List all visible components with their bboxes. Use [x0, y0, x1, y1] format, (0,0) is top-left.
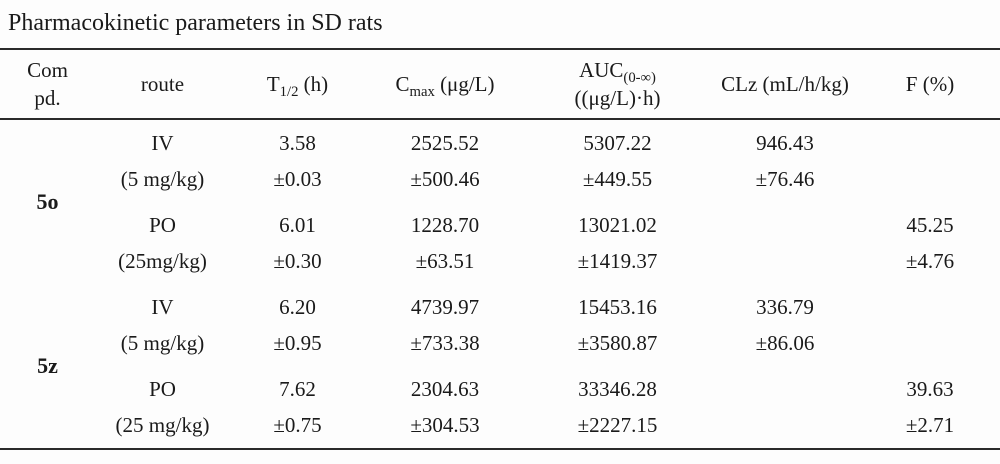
auc-sd: ±1419.37 — [577, 249, 658, 273]
table-row: PO (25mg/kg) 6.01 ±0.30 1228.70 ±63.51 1… — [0, 202, 1000, 284]
cmax-sd: ±733.38 — [410, 331, 480, 355]
header-t-half: T1/2 (h) — [230, 48, 365, 120]
clz-value: 336.79 — [756, 295, 814, 319]
route-dose: (25mg/kg) — [118, 249, 207, 273]
cell-route: IV (5 mg/kg) — [95, 119, 230, 202]
table-row: 5z IV (5 mg/kg) 6.20 ±0.95 4739.97 ±733.… — [0, 284, 1000, 378]
t-half-value: 7.62 — [279, 377, 316, 401]
cell-cmax: 2525.52 ±500.46 — [365, 119, 525, 202]
cell-cmax: 1228.70 ±63.51 — [365, 202, 525, 284]
header-auc-line1: AUC(0-∞) — [579, 58, 656, 87]
f-sd: ±4.76 — [905, 249, 955, 273]
f-value: 45.25 — [906, 213, 954, 237]
clz-value: 946.43 — [756, 131, 814, 155]
cell-clz: 946.43 ±76.46 — [710, 119, 860, 202]
auc-value: 5307.22 — [583, 131, 652, 155]
cell-auc: 13021.02 ±1419.37 — [525, 202, 710, 284]
cmax-sd: ±63.51 — [415, 249, 475, 273]
pharmacokinetics-table: Com pd. route T1/2 (h) Cmax (μg/L) AUC(0… — [0, 48, 1000, 450]
header-auc: AUC(0-∞) ((μg/L)·h) — [525, 48, 710, 120]
f-sd: ±2.71 — [905, 413, 955, 437]
route-value: IV — [151, 295, 174, 319]
auc-value: 13021.02 — [578, 213, 657, 237]
t-half-sd: ±0.75 — [273, 413, 322, 437]
table-row: 5o IV (5 mg/kg) 3.58 ±0.03 2525.52 ±500.… — [0, 119, 1000, 214]
t-half-value: 6.01 — [279, 213, 316, 237]
cell-t-half: 6.20 ±0.95 — [230, 284, 365, 366]
table-body: 5o IV (5 mg/kg) 3.58 ±0.03 2525.52 ±500.… — [0, 119, 1000, 449]
auc-value: 33346.28 — [578, 377, 657, 401]
f-value — [860, 289, 1000, 325]
cell-route: PO (25mg/kg) — [95, 202, 230, 284]
cmax-value: 4739.97 — [410, 295, 480, 319]
f-sd — [860, 161, 1000, 197]
cell-f — [860, 284, 1000, 366]
table-row: PO (25 mg/kg) 7.62 ±0.75 2304.63 ±304.53… — [0, 366, 1000, 449]
route-value: IV — [151, 131, 174, 155]
cmax-sd: ±304.53 — [410, 413, 480, 437]
cell-f: 45.25 ±4.76 — [860, 202, 1000, 284]
header-auc-line2: ((μg/L)·h) — [574, 86, 661, 110]
cell-t-half: 7.62 ±0.75 — [230, 366, 365, 449]
clz-sd — [710, 243, 860, 279]
auc-sd: ±2227.15 — [577, 413, 658, 437]
t-half-value: 3.58 — [279, 131, 316, 155]
cell-cmax: 4739.97 ±733.38 — [365, 284, 525, 366]
t-half-value: 6.20 — [279, 295, 316, 319]
cell-cmax: 2304.63 ±304.53 — [365, 366, 525, 449]
f-value: 39.63 — [906, 377, 954, 401]
header-compound-line2: pd. — [34, 86, 61, 110]
header-cmax: Cmax (μg/L) — [365, 48, 525, 120]
cmax-value: 2525.52 — [410, 131, 480, 155]
t-half-sd: ±0.03 — [273, 167, 322, 191]
header-route: route — [95, 48, 230, 120]
t-half-sd: ±0.95 — [273, 331, 322, 355]
cell-route: IV (5 mg/kg) — [95, 284, 230, 366]
cell-route: PO (25 mg/kg) — [95, 366, 230, 449]
t-half-subscript: 1/2 — [279, 83, 299, 100]
cell-auc: 33346.28 ±2227.15 — [525, 366, 710, 449]
route-dose: (5 mg/kg) — [120, 331, 205, 355]
f-sd — [860, 325, 1000, 361]
cmax-sd: ±500.46 — [410, 167, 480, 191]
clz-value — [710, 371, 860, 407]
f-value — [860, 125, 1000, 161]
cell-auc: 15453.16 ±3580.87 — [525, 284, 710, 366]
cell-auc: 5307.22 ±449.55 — [525, 119, 710, 202]
clz-sd — [710, 407, 860, 443]
cell-t-half: 3.58 ±0.03 — [230, 119, 365, 202]
cell-clz — [710, 366, 860, 449]
clz-sd: ±86.06 — [755, 331, 815, 355]
header-f: F (%) — [860, 48, 1000, 120]
auc-sd: ±449.55 — [582, 167, 653, 191]
header-compound: Com pd. — [0, 48, 95, 120]
cell-f: 39.63 ±2.71 — [860, 366, 1000, 449]
cmax-value: 1228.70 — [410, 213, 480, 237]
route-dose: (25 mg/kg) — [115, 413, 210, 437]
clz-sd: ±76.46 — [755, 167, 815, 191]
clz-value — [710, 207, 860, 243]
route-value: PO — [149, 377, 176, 401]
cell-clz — [710, 202, 860, 284]
cmax-subscript: max — [409, 83, 435, 100]
header-compound-line1: Com — [27, 58, 68, 82]
cell-f — [860, 119, 1000, 202]
cell-t-half: 6.01 ±0.30 — [230, 202, 365, 284]
compound-label: 5z — [37, 353, 58, 378]
table-header: Com pd. route T1/2 (h) Cmax (μg/L) AUC(0… — [0, 48, 1000, 120]
auc-subscript: (0-∞) — [623, 70, 656, 87]
header-clz: CLz (mL/h/kg) — [710, 48, 860, 120]
compound-label: 5o — [36, 189, 59, 214]
cell-clz: 336.79 ±86.06 — [710, 284, 860, 366]
auc-sd: ±3580.87 — [577, 331, 658, 355]
t-half-sd: ±0.30 — [273, 249, 322, 273]
route-value: PO — [149, 213, 176, 237]
cmax-value: 2304.63 — [410, 377, 480, 401]
table-title: Pharmacokinetic parameters in SD rats — [8, 10, 383, 36]
auc-value: 15453.16 — [578, 295, 657, 319]
route-dose: (5 mg/kg) — [120, 167, 205, 191]
